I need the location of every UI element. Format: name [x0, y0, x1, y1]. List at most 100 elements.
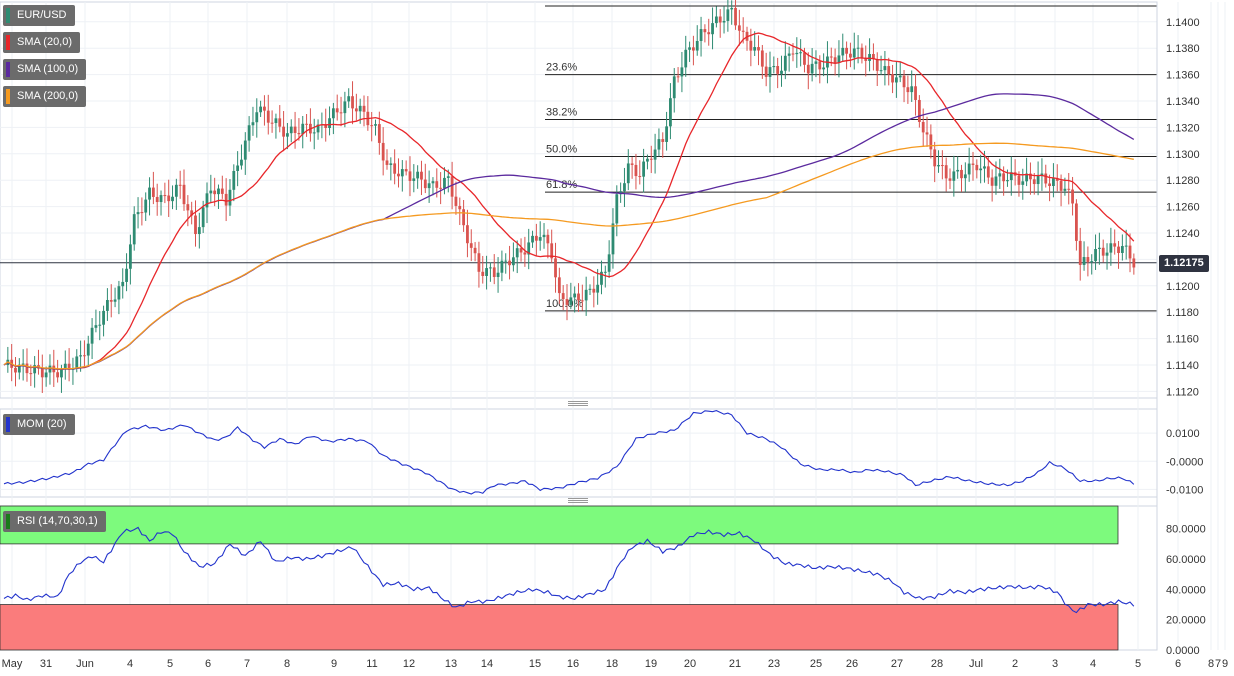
- rsi-tag[interactable]: RSI (14,70,30,1): [3, 511, 106, 532]
- candle-body: [496, 272, 500, 277]
- candle-body: [699, 29, 703, 41]
- candle-body: [584, 289, 588, 301]
- candle-body: [446, 176, 450, 178]
- candle-body: [385, 160, 389, 165]
- candle-body: [822, 67, 826, 70]
- candle-body: [611, 223, 615, 255]
- candle-body: [94, 325, 98, 328]
- candle-body: [412, 178, 416, 181]
- candle-body: [852, 48, 856, 58]
- candle-body: [263, 106, 266, 111]
- candle-body: [1063, 188, 1067, 191]
- candle-body: [979, 168, 983, 171]
- x-tick-label: Jun: [76, 658, 94, 670]
- candle-body: [615, 194, 619, 224]
- x-tick-label: 6: [205, 658, 211, 670]
- candle-body: [642, 161, 646, 177]
- candle-body: [400, 169, 404, 177]
- candle-body: [148, 187, 151, 200]
- candle-body: [511, 257, 515, 266]
- candle-body: [665, 126, 668, 142]
- rsi-y-tick-label: 40.0000: [1166, 584, 1206, 596]
- candle-body: [86, 343, 90, 356]
- candle-body: [676, 76, 680, 78]
- mom-tag[interactable]: MOM (20): [3, 414, 75, 435]
- candle-body: [680, 67, 684, 77]
- candle-body: [1036, 175, 1040, 185]
- x-tick-label: 27: [891, 658, 903, 670]
- candle-body: [21, 363, 25, 365]
- candle-body: [803, 52, 806, 65]
- candle-body: [994, 176, 998, 186]
- candle-body: [1082, 257, 1086, 265]
- mom-y-tick-label: 0.0100: [1166, 428, 1200, 440]
- candle-body: [906, 87, 910, 93]
- candle-body: [902, 75, 906, 88]
- rsi-y-tick-label: 80.0000: [1166, 524, 1206, 536]
- last-price-badge: 1.12175: [1159, 254, 1209, 272]
- candle-body: [297, 132, 301, 135]
- candle-body: [577, 293, 580, 301]
- candle-body: [1120, 246, 1124, 253]
- x-tick-label: 11: [366, 658, 377, 670]
- candle-body: [1128, 245, 1132, 259]
- candle-body: [1078, 240, 1082, 265]
- rsi-y-tick-label: 20.0000: [1166, 615, 1206, 627]
- candle-body: [531, 235, 534, 243]
- candle-body: [542, 234, 546, 238]
- candle-body: [217, 188, 220, 195]
- momentum-line: [3, 410, 1135, 495]
- rsi-oversold-zone: [0, 604, 1119, 651]
- candle-body: [646, 158, 649, 162]
- candle-body: [404, 169, 408, 172]
- candle-body: [477, 253, 481, 272]
- x-tick-label: 9: [1222, 658, 1228, 670]
- x-tick-label: Jul: [969, 658, 983, 670]
- candle-body: [144, 199, 148, 213]
- x-tick-label: 7: [1215, 658, 1221, 670]
- price-y-tick-label: 1.1160: [1166, 334, 1199, 346]
- candle-body: [335, 108, 339, 113]
- candle-body: [1075, 203, 1078, 241]
- candle-body: [983, 166, 986, 169]
- candle-body: [492, 267, 496, 277]
- candle-body: [397, 173, 400, 177]
- candle-body: [523, 252, 527, 255]
- candle-body: [305, 123, 308, 125]
- sma20-tag[interactable]: SMA (20,0): [3, 32, 81, 53]
- candle-body: [669, 98, 672, 127]
- candle-body: [891, 74, 894, 83]
- candle-body: [768, 67, 772, 77]
- candle-body: [1048, 183, 1051, 187]
- candle-body: [293, 126, 297, 133]
- candle-body: [588, 288, 592, 290]
- candle-body: [236, 165, 240, 171]
- candle-body: [952, 171, 956, 181]
- mom-y-tick-label: -0.0100: [1166, 484, 1203, 496]
- candle-body: [328, 118, 331, 128]
- candle-body: [634, 164, 638, 177]
- x-tick-label: 19: [645, 658, 657, 670]
- candle-body: [1109, 243, 1113, 253]
- pane-resize-handle-rsi[interactable]: [568, 498, 588, 503]
- candle-body: [286, 133, 289, 137]
- rsi-swatch: [6, 514, 10, 529]
- candle-body: [561, 293, 565, 300]
- symbol-tag[interactable]: EUR/USD: [3, 5, 75, 26]
- candle-body: [274, 118, 278, 124]
- candle-body: [749, 40, 753, 51]
- candle-body: [171, 196, 174, 202]
- candle-body: [454, 196, 458, 206]
- pane-resize-handle-mom[interactable]: [568, 401, 588, 406]
- candle-body: [106, 300, 109, 311]
- candle-body: [638, 176, 642, 178]
- sma100-tag[interactable]: SMA (100,0): [3, 59, 87, 80]
- candle-body: [653, 149, 657, 160]
- x-tick-label: 16: [567, 658, 579, 670]
- sma200-tag[interactable]: SMA (200,0): [3, 86, 87, 107]
- candle-body: [933, 149, 937, 167]
- candle-body: [818, 61, 822, 70]
- x-tick-label: 20: [684, 658, 696, 670]
- candle-body: [205, 193, 209, 208]
